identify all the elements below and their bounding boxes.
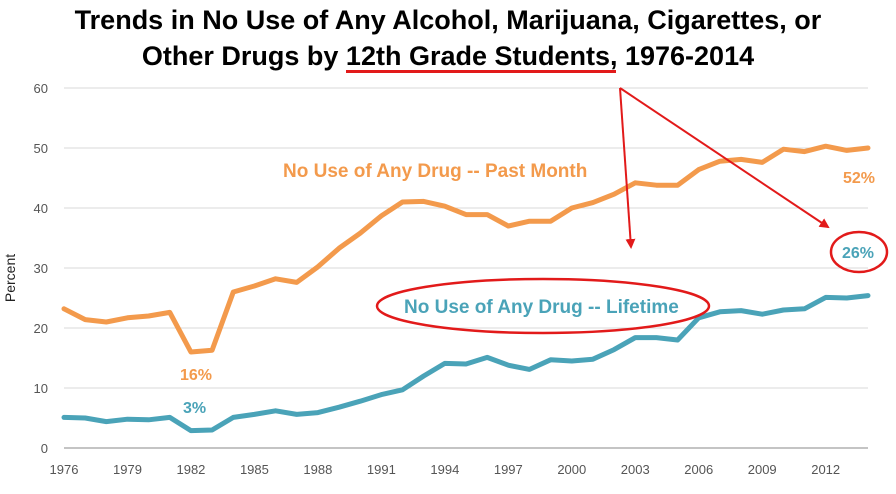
y-axis-ticks: 0 10 20 30 40 50 60 bbox=[34, 81, 48, 456]
series-lines bbox=[61, 143, 871, 434]
x-tick-label-2003: 2003 bbox=[621, 462, 650, 477]
x-axis-ticks: 1976 1979 1982 1985 1988 1991 1994 1997 2000 2003… bbox=[50, 462, 841, 477]
past-month-end-value: 52% bbox=[843, 170, 875, 187]
y-tick-label-20: 20 bbox=[34, 321, 48, 336]
chart-title-line2: Other Drugs by 12th Grade Students, 1976… bbox=[0, 40, 896, 72]
x-tick-label-1997: 1997 bbox=[494, 462, 523, 477]
y-tick-label-40: 40 bbox=[34, 201, 48, 216]
title-prefix: Other Drugs by bbox=[141, 41, 346, 71]
arrow-to-lifetime-label bbox=[619, 87, 636, 249]
x-tick-label-1982: 1982 bbox=[176, 462, 205, 477]
gridlines bbox=[64, 87, 868, 389]
past-month-low-value: 16% bbox=[180, 367, 212, 384]
arrow-to-end-value bbox=[619, 87, 830, 229]
lifetime-low-value: 3% bbox=[183, 400, 206, 417]
x-tick-label-1985: 1985 bbox=[240, 462, 269, 477]
x-tick-label-2006: 2006 bbox=[684, 462, 713, 477]
x-tick-label-2000: 2000 bbox=[557, 462, 586, 477]
lifetime-end-circle bbox=[829, 230, 889, 274]
x-tick-label-1988: 1988 bbox=[303, 462, 332, 477]
x-tick-label-2012: 2012 bbox=[811, 462, 840, 477]
x-tick-label-1994: 1994 bbox=[430, 462, 459, 477]
x-tick-label-2009: 2009 bbox=[748, 462, 777, 477]
y-tick-label-50: 50 bbox=[34, 141, 48, 156]
lifetime-end-value: 26% bbox=[842, 245, 874, 262]
y-axis-label: Percent bbox=[2, 254, 18, 302]
x-tick-label-1976: 1976 bbox=[50, 462, 79, 477]
title-underlined-text: 12th Grade Students bbox=[345, 41, 610, 71]
y-tick-label-30: 30 bbox=[34, 261, 48, 276]
series-line-past-month bbox=[61, 143, 871, 355]
chart-title-line1: Trends in No Use of Any Alcohol, Marijua… bbox=[74, 5, 822, 35]
x-tick-label-1991: 1991 bbox=[367, 462, 396, 477]
past-month-series-label: No Use of Any Drug -- Past Month bbox=[283, 161, 587, 182]
lifetime-series-label: No Use of Any Drug -- Lifetime bbox=[404, 297, 679, 318]
x-tick-label-1979: 1979 bbox=[113, 462, 142, 477]
series-line-lifetime bbox=[61, 293, 871, 434]
lifetime-label-circle bbox=[375, 277, 711, 335]
y-tick-label-10: 10 bbox=[34, 381, 48, 396]
y-tick-label-60: 60 bbox=[34, 81, 48, 96]
y-tick-label-0: 0 bbox=[41, 441, 48, 456]
title-suffix: , 1976-2014 bbox=[609, 41, 755, 71]
